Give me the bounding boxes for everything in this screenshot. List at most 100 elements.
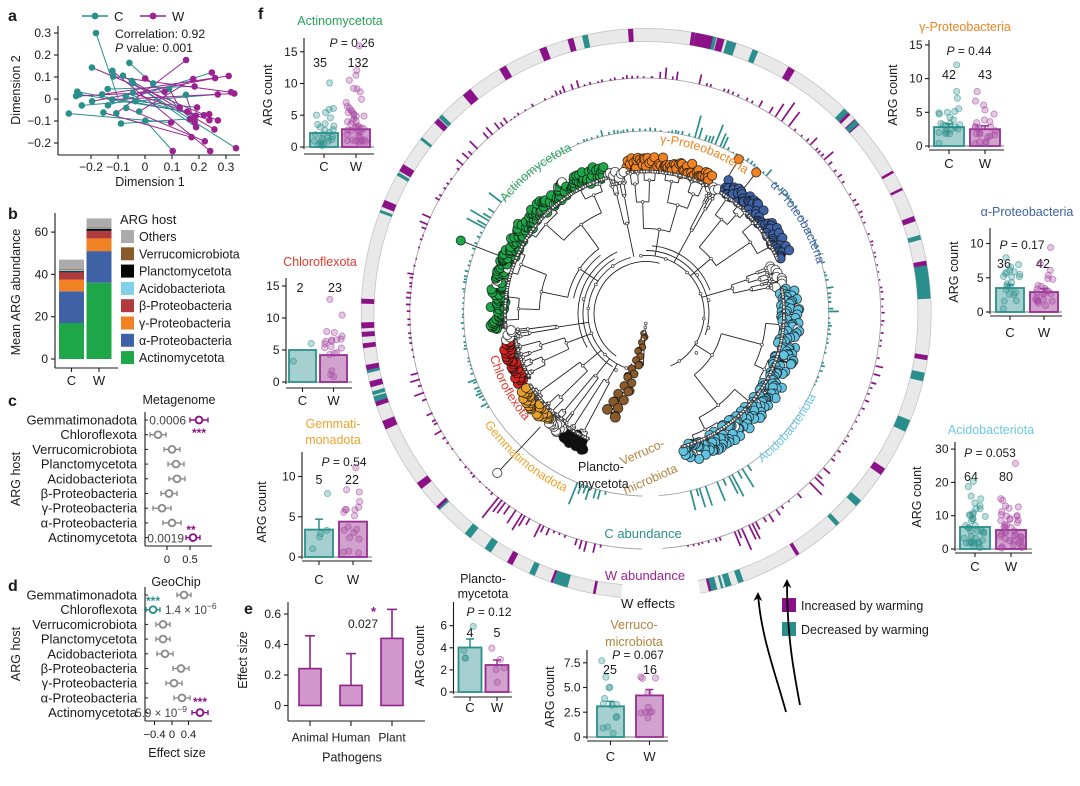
svg-text:0: 0 xyxy=(977,305,984,319)
svg-text:0.027: 0.027 xyxy=(348,617,378,631)
svg-text:22: 22 xyxy=(345,473,359,487)
svg-text:W: W xyxy=(1038,325,1051,340)
svg-text:α-Proteobacteria: α-Proteobacteria xyxy=(981,205,1074,219)
svg-text:c: c xyxy=(8,393,17,410)
svg-text:2: 2 xyxy=(440,663,447,677)
svg-text:Metagenome: Metagenome xyxy=(143,393,216,407)
svg-text:W: W xyxy=(93,373,106,388)
svg-text:b: b xyxy=(8,206,18,223)
svg-text:Gemmati-: Gemmati- xyxy=(306,417,361,431)
svg-text:ARG count: ARG count xyxy=(255,481,269,543)
svg-text:10: 10 xyxy=(970,237,984,251)
svg-text:ARG count: ARG count xyxy=(543,666,557,728)
svg-text:Actinomycetota: Actinomycetota xyxy=(297,14,383,28)
svg-text:P = 0.44: P = 0.44 xyxy=(946,44,991,58)
svg-text:C abundance: C abundance xyxy=(604,526,681,541)
svg-text:0: 0 xyxy=(289,550,296,564)
svg-text:Decreased by warming: Decreased by warming xyxy=(801,623,929,637)
svg-text:Verruco-: Verruco- xyxy=(610,618,657,632)
svg-text:Acidobacteriota: Acidobacteriota xyxy=(948,423,1034,437)
svg-text:W: W xyxy=(491,700,504,715)
svg-text:Effect size: Effect size xyxy=(148,746,205,760)
svg-text:132: 132 xyxy=(348,56,369,70)
svg-text:10: 10 xyxy=(935,509,949,523)
svg-text:Effect size: Effect size xyxy=(236,631,250,688)
svg-text:***: *** xyxy=(192,426,206,440)
svg-text:Verrucomicrobiota: Verrucomicrobiota xyxy=(139,247,240,261)
svg-text:***: *** xyxy=(146,594,160,608)
svg-text:Actinomycetota: Actinomycetota xyxy=(48,530,138,545)
svg-text:2: 2 xyxy=(297,281,304,295)
svg-text:0.4: 0.4 xyxy=(181,729,197,741)
svg-text:W: W xyxy=(1005,559,1018,574)
svg-text:0.6: 0.6 xyxy=(264,607,281,621)
svg-text:GeoChip: GeoChip xyxy=(151,575,200,589)
svg-text:0.5: 0.5 xyxy=(182,554,198,566)
svg-text:f: f xyxy=(258,6,264,23)
svg-text:0: 0 xyxy=(291,140,298,154)
svg-text:0.0019: 0.0019 xyxy=(147,532,184,546)
svg-text:P = 0.053: P = 0.053 xyxy=(964,446,1016,460)
svg-text:Dimension 2: Dimension 2 xyxy=(9,55,23,125)
svg-text:Pathogens: Pathogens xyxy=(322,751,382,765)
svg-text:30: 30 xyxy=(935,442,949,456)
svg-text:C: C xyxy=(314,572,323,587)
svg-text:γ-Proteobacteria: γ-Proteobacteria xyxy=(42,501,138,516)
svg-text:5: 5 xyxy=(316,473,323,487)
svg-text:0: 0 xyxy=(273,375,280,389)
svg-text:W abundance: W abundance xyxy=(605,568,685,583)
svg-text:W: W xyxy=(643,749,656,764)
svg-text:−0.2: −0.2 xyxy=(27,136,51,150)
svg-text:60: 60 xyxy=(35,225,49,239)
svg-text:15: 15 xyxy=(909,38,923,52)
svg-text:15: 15 xyxy=(284,45,298,59)
svg-text:γ-Proteobacteria: γ-Proteobacteria xyxy=(139,317,231,331)
svg-text:10: 10 xyxy=(282,470,296,484)
svg-text:ARG host: ARG host xyxy=(9,451,23,506)
svg-text:2.5: 2.5 xyxy=(564,705,581,719)
svg-text:1.4 × 10−6: 1.4 × 10−6 xyxy=(165,601,217,617)
svg-text:Correlation: 0.92: Correlation: 0.92 xyxy=(115,27,205,41)
svg-text:β-Proteobacteria: β-Proteobacteria xyxy=(139,299,232,313)
svg-text:P = 0.17: P = 0.17 xyxy=(999,238,1044,252)
svg-text:ARG count: ARG count xyxy=(947,241,961,303)
svg-text:Chloroflexota: Chloroflexota xyxy=(283,255,357,269)
svg-text:0.1: 0.1 xyxy=(34,70,51,84)
svg-text:0: 0 xyxy=(440,685,447,699)
svg-text:15: 15 xyxy=(266,279,280,293)
svg-text:β-Proteobacteria: β-Proteobacteria xyxy=(41,486,138,501)
svg-text:4: 4 xyxy=(467,626,474,640)
svg-text:Actinomycetota: Actinomycetota xyxy=(139,351,225,365)
svg-text:ARG count: ARG count xyxy=(886,64,900,126)
svg-text:α-Proteobacteria: α-Proteobacteria xyxy=(41,690,138,705)
svg-text:C: C xyxy=(606,749,615,764)
svg-text:W: W xyxy=(347,572,360,587)
svg-text:5: 5 xyxy=(494,626,501,640)
svg-text:0: 0 xyxy=(274,699,281,713)
svg-text:35: 35 xyxy=(313,56,327,70)
svg-text:0: 0 xyxy=(44,92,51,106)
svg-text:0.1: 0.1 xyxy=(164,160,181,174)
svg-text:Dimension 1: Dimension 1 xyxy=(115,175,185,189)
svg-text:P = 0.26: P = 0.26 xyxy=(329,36,374,50)
svg-text:Acidobacteriota: Acidobacteriota xyxy=(47,471,137,486)
svg-text:Plancto-: Plancto- xyxy=(460,572,506,586)
svg-text:ARG host: ARG host xyxy=(9,626,23,681)
svg-text:W: W xyxy=(979,156,992,171)
svg-text:γ-Proteobacteria: γ-Proteobacteria xyxy=(919,20,1011,34)
svg-text:**: ** xyxy=(186,523,196,537)
svg-text:Mean ARG abundance: Mean ARG abundance xyxy=(9,229,23,356)
svg-text:Actinomycetota: Actinomycetota xyxy=(48,705,138,720)
svg-text:α-Proteobacteria: α-Proteobacteria xyxy=(41,515,138,530)
svg-text:Human: Human xyxy=(332,731,371,745)
svg-text:42: 42 xyxy=(942,68,956,82)
svg-text:23: 23 xyxy=(328,281,342,295)
svg-text:64: 64 xyxy=(964,470,978,484)
svg-text:C: C xyxy=(465,700,474,715)
svg-text:25: 25 xyxy=(603,663,617,677)
svg-text:C: C xyxy=(67,373,76,388)
svg-text:mycetota: mycetota xyxy=(458,587,509,601)
svg-text:C: C xyxy=(319,159,328,174)
svg-text:16: 16 xyxy=(643,663,657,677)
svg-text:0: 0 xyxy=(169,729,175,741)
